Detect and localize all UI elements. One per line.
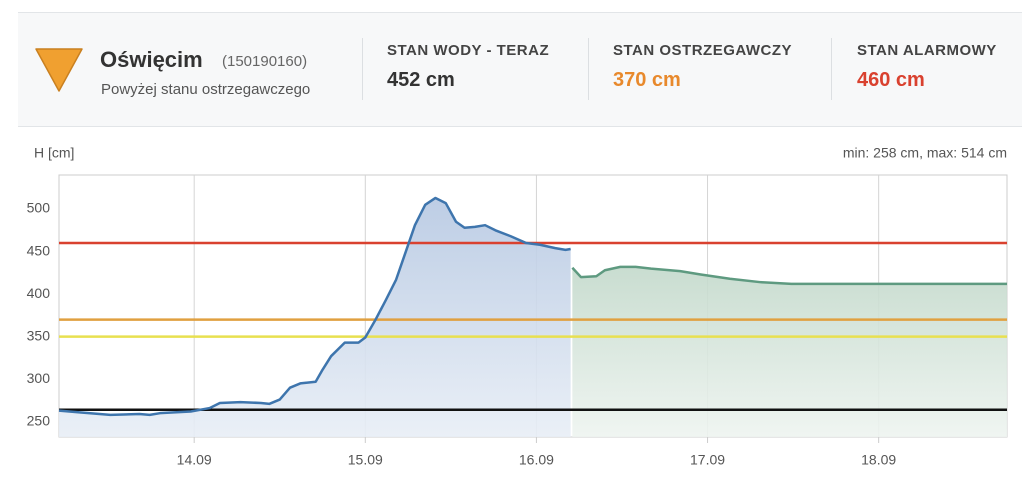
x-tick-label: 15.09	[348, 452, 383, 468]
y-tick-label: 400	[27, 285, 51, 301]
stat-value: 460 cm	[857, 69, 925, 91]
series-line	[58, 196, 571, 417]
x-tick-label: 16.09	[519, 452, 554, 468]
stat-label: STAN OSTRZEGAWCZY	[613, 42, 793, 59]
y-tick-label: 250	[27, 412, 51, 428]
x-tick-label: 18.09	[861, 452, 896, 468]
y-axis-label: H [cm]	[34, 145, 74, 161]
x-tick-label: 14.09	[177, 452, 212, 468]
series-area	[572, 266, 1007, 437]
series-line	[571, 265, 1007, 286]
warning-icon	[35, 48, 83, 92]
y-tick-label: 300	[27, 370, 51, 386]
y-tick-label: 500	[27, 200, 51, 216]
y-tick-label: 450	[27, 242, 51, 258]
station-code: (150190160)	[222, 53, 308, 70]
station: Oświęcim	[100, 47, 203, 72]
stat-value: 370 cm	[613, 69, 681, 91]
y-tick-label: 350	[27, 327, 51, 343]
x-tick-label: 17.09	[690, 452, 725, 468]
stat-label: STAN ALARMOWY	[857, 42, 997, 59]
header: Oświęcim (150190160) Powyżej stanu ostrz…	[18, 12, 1022, 127]
status: Powyżej stanu ostrzegawczego	[101, 81, 311, 98]
min-max-note: min: 258 cm, max: 514 cm	[843, 145, 1007, 161]
stat-label: STAN WODY - TERAZ	[387, 42, 550, 59]
series-area	[59, 197, 571, 437]
stat-value: 452 cm	[387, 69, 455, 91]
